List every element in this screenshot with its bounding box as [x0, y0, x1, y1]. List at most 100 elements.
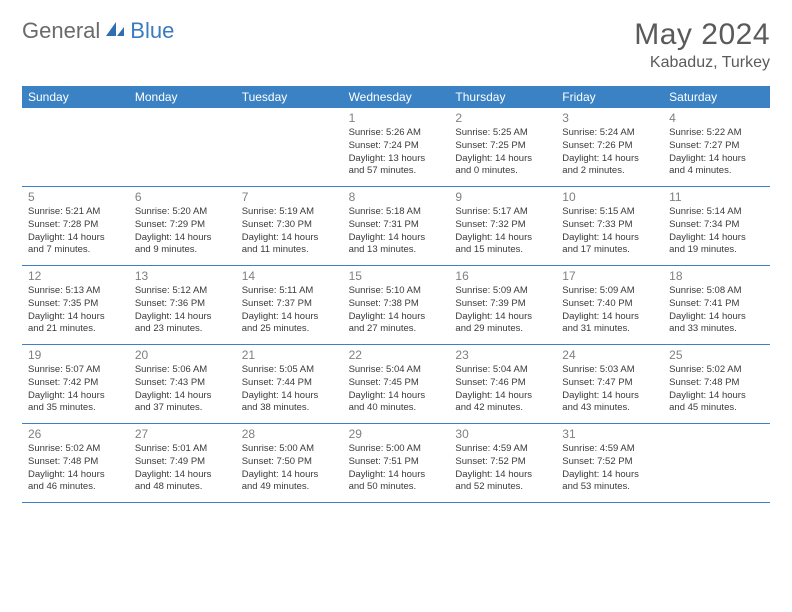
- day-number: 1: [349, 111, 444, 125]
- weekday-header: Thursday: [449, 86, 556, 108]
- daylight-line: Daylight: 14 hours and 37 minutes.: [135, 390, 230, 416]
- day-number: 17: [562, 269, 657, 283]
- sunset-line: Sunset: 7:44 PM: [242, 377, 337, 390]
- day-cell: 2Sunrise: 5:25 AMSunset: 7:25 PMDaylight…: [449, 108, 556, 186]
- daylight-line: Daylight: 14 hours and 45 minutes.: [669, 390, 764, 416]
- sunrise-line: Sunrise: 5:09 AM: [455, 285, 550, 298]
- daylight-line: Daylight: 14 hours and 29 minutes.: [455, 311, 550, 337]
- day-number: 7: [242, 190, 337, 204]
- daylight-line: Daylight: 14 hours and 33 minutes.: [669, 311, 764, 337]
- sunset-line: Sunset: 7:28 PM: [28, 219, 123, 232]
- day-number: 14: [242, 269, 337, 283]
- daylight-line: Daylight: 14 hours and 27 minutes.: [349, 311, 444, 337]
- daylight-line: Daylight: 14 hours and 46 minutes.: [28, 469, 123, 495]
- day-cell: 7Sunrise: 5:19 AMSunset: 7:30 PMDaylight…: [236, 187, 343, 265]
- week-row: 12Sunrise: 5:13 AMSunset: 7:35 PMDayligh…: [22, 266, 770, 345]
- sunset-line: Sunset: 7:43 PM: [135, 377, 230, 390]
- day-cell: 22Sunrise: 5:04 AMSunset: 7:45 PMDayligh…: [343, 345, 450, 423]
- title-block: May 2024 Kabaduz, Turkey: [634, 18, 770, 72]
- daylight-line: Daylight: 14 hours and 35 minutes.: [28, 390, 123, 416]
- day-cell: [663, 424, 770, 502]
- daylight-line: Daylight: 14 hours and 42 minutes.: [455, 390, 550, 416]
- sunrise-line: Sunrise: 5:12 AM: [135, 285, 230, 298]
- week-row: 19Sunrise: 5:07 AMSunset: 7:42 PMDayligh…: [22, 345, 770, 424]
- daylight-line: Daylight: 14 hours and 15 minutes.: [455, 232, 550, 258]
- day-cell: 21Sunrise: 5:05 AMSunset: 7:44 PMDayligh…: [236, 345, 343, 423]
- day-number: 6: [135, 190, 230, 204]
- day-number: 18: [669, 269, 764, 283]
- sunset-line: Sunset: 7:38 PM: [349, 298, 444, 311]
- daylight-line: Daylight: 14 hours and 49 minutes.: [242, 469, 337, 495]
- sunrise-line: Sunrise: 4:59 AM: [562, 443, 657, 456]
- day-cell: 27Sunrise: 5:01 AMSunset: 7:49 PMDayligh…: [129, 424, 236, 502]
- day-number: 27: [135, 427, 230, 441]
- sunrise-line: Sunrise: 5:07 AM: [28, 364, 123, 377]
- day-number: 19: [28, 348, 123, 362]
- day-number: 21: [242, 348, 337, 362]
- daylight-line: Daylight: 14 hours and 50 minutes.: [349, 469, 444, 495]
- sunrise-line: Sunrise: 5:04 AM: [349, 364, 444, 377]
- sunset-line: Sunset: 7:42 PM: [28, 377, 123, 390]
- daylight-line: Daylight: 14 hours and 13 minutes.: [349, 232, 444, 258]
- day-cell: 18 Sunrise: 5:08 AMSunset: 7:41 PMDayligh…: [663, 266, 770, 344]
- day-number: 31: [562, 427, 657, 441]
- brand-logo: General Blue: [22, 18, 174, 44]
- sunrise-line: Sunrise: 5:11 AM: [242, 285, 337, 298]
- day-number: 30: [455, 427, 550, 441]
- sunrise-line: Sunrise: 5:08 AM: [669, 285, 764, 298]
- day-cell: 4Sunrise: 5:22 AMSunset: 7:27 PMDaylight…: [663, 108, 770, 186]
- sunset-line: Sunset: 7:52 PM: [455, 456, 550, 469]
- daylight-line: Daylight: 14 hours and 43 minutes.: [562, 390, 657, 416]
- page-title: May 2024: [634, 18, 770, 52]
- sunrise-line: Sunrise: 5:09 AM: [562, 285, 657, 298]
- sunset-line: Sunset: 7:26 PM: [562, 140, 657, 153]
- daylight-line: Daylight: 14 hours and 7 minutes.: [28, 232, 123, 258]
- weekday-header: Wednesday: [343, 86, 450, 108]
- day-number: 23: [455, 348, 550, 362]
- day-cell: 14Sunrise: 5:11 AMSunset: 7:37 PMDayligh…: [236, 266, 343, 344]
- day-cell: 20Sunrise: 5:06 AMSunset: 7:43 PMDayligh…: [129, 345, 236, 423]
- day-number: 22: [349, 348, 444, 362]
- day-cell: 6Sunrise: 5:20 AMSunset: 7:29 PMDaylight…: [129, 187, 236, 265]
- sunset-line: Sunset: 7:32 PM: [455, 219, 550, 232]
- day-cell: 1 Sunrise: 5:26 AMSunset: 7:24 PMDaylight…: [343, 108, 450, 186]
- day-cell: 19 Sunrise: 5:07 AMSunset: 7:42 PMDayligh…: [22, 345, 129, 423]
- day-cell: 26Sunrise: 5:02 AMSunset: 7:48 PMDayligh…: [22, 424, 129, 502]
- weekday-header: Saturday: [663, 86, 770, 108]
- daylight-line: Daylight: 14 hours and 25 minutes.: [242, 311, 337, 337]
- location-text: Kabaduz, Turkey: [634, 54, 770, 72]
- sunset-line: Sunset: 7:41 PM: [669, 298, 764, 311]
- day-cell: 30Sunrise: 4:59 AMSunset: 7:52 PMDayligh…: [449, 424, 556, 502]
- day-cell: 12Sunrise: 5:13 AMSunset: 7:35 PMDayligh…: [22, 266, 129, 344]
- day-cell: 31Sunrise: 4:59 AMSunset: 7:52 PMDayligh…: [556, 424, 663, 502]
- daylight-line: Daylight: 14 hours and 53 minutes.: [562, 469, 657, 495]
- sunset-line: Sunset: 7:31 PM: [349, 219, 444, 232]
- sunrise-line: Sunrise: 5:26 AM: [349, 127, 444, 140]
- day-cell: 3Sunrise: 5:24 AMSunset: 7:26 PMDaylight…: [556, 108, 663, 186]
- sunrise-line: Sunrise: 5:15 AM: [562, 206, 657, 219]
- day-number: 25: [669, 348, 764, 362]
- sunset-line: Sunset: 7:33 PM: [562, 219, 657, 232]
- sunrise-line: Sunrise: 5:03 AM: [562, 364, 657, 377]
- daylight-line: Daylight: 14 hours and 38 minutes.: [242, 390, 337, 416]
- week-row: 26Sunrise: 5:02 AMSunset: 7:48 PMDayligh…: [22, 424, 770, 503]
- sunrise-line: Sunrise: 5:00 AM: [349, 443, 444, 456]
- sunrise-line: Sunrise: 5:24 AM: [562, 127, 657, 140]
- daylight-line: Daylight: 14 hours and 21 minutes.: [28, 311, 123, 337]
- daylight-line: Daylight: 14 hours and 17 minutes.: [562, 232, 657, 258]
- day-number: 20: [135, 348, 230, 362]
- daylight-line: Daylight: 14 hours and 52 minutes.: [455, 469, 550, 495]
- sunset-line: Sunset: 7:24 PM: [349, 140, 444, 153]
- day-number: 16: [455, 269, 550, 283]
- week-row: 5Sunrise: 5:21 AMSunset: 7:28 PMDaylight…: [22, 187, 770, 266]
- daylight-line: Daylight: 14 hours and 19 minutes.: [669, 232, 764, 258]
- day-number: 10: [562, 190, 657, 204]
- sunset-line: Sunset: 7:49 PM: [135, 456, 230, 469]
- daylight-line: Daylight: 14 hours and 2 minutes.: [562, 153, 657, 179]
- daylight-line: Daylight: 14 hours and 0 minutes.: [455, 153, 550, 179]
- sunrise-line: Sunrise: 5:10 AM: [349, 285, 444, 298]
- daylight-line: Daylight: 13 hours and 57 minutes.: [349, 153, 444, 179]
- day-cell: [129, 108, 236, 186]
- day-number: 9: [455, 190, 550, 204]
- day-cell: 13Sunrise: 5:12 AMSunset: 7:36 PMDayligh…: [129, 266, 236, 344]
